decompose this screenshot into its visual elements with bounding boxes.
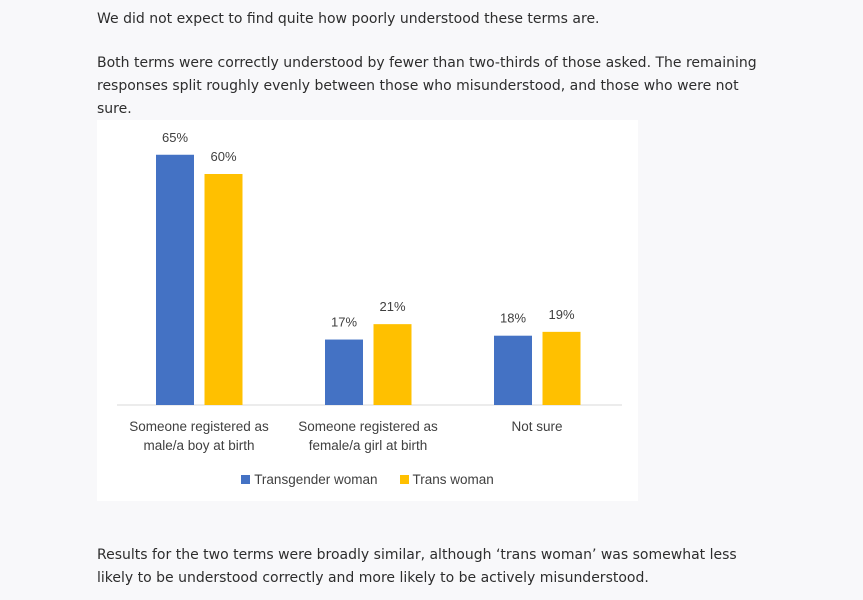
bar — [204, 174, 243, 405]
legend-item: Transgender woman — [241, 472, 378, 487]
bar — [156, 154, 194, 405]
paragraph: Both terms were correctly understood by … — [97, 55, 757, 117]
x-tick-label: Someone registered as female/a girl at b… — [298, 419, 438, 453]
chart: 65% 60% 17% 21% 18% 19% Transgender woman Tran… — [97, 120, 638, 501]
legend-label: Trans woman — [412, 472, 494, 487]
data-label: 60% — [210, 149, 236, 164]
data-label: 17% — [331, 315, 357, 330]
data-label: 18% — [500, 311, 526, 326]
bar — [542, 331, 581, 405]
x-tick-label: Someone registered as male/a boy at birt… — [129, 419, 269, 453]
paragraph: We did not expect to find quite how poor… — [97, 11, 600, 27]
x-tick-label: Not sure — [511, 419, 563, 434]
legend-swatch — [399, 475, 409, 484]
data-label: 19% — [548, 307, 574, 322]
legend-swatch — [241, 475, 251, 484]
paragraph: Results for the two terms were broadly s… — [97, 547, 737, 586]
legend: Transgender woman Trans woman — [97, 472, 638, 487]
bar — [325, 339, 363, 405]
legend-item: Trans woman — [399, 472, 494, 487]
bar — [373, 324, 412, 405]
data-label: 65% — [162, 130, 188, 145]
chart-plot: 65% 60% 17% 21% 18% 19% — [117, 130, 622, 406]
legend-label: Transgender woman — [254, 472, 378, 487]
data-label: 21% — [379, 299, 405, 314]
bar — [494, 335, 532, 405]
